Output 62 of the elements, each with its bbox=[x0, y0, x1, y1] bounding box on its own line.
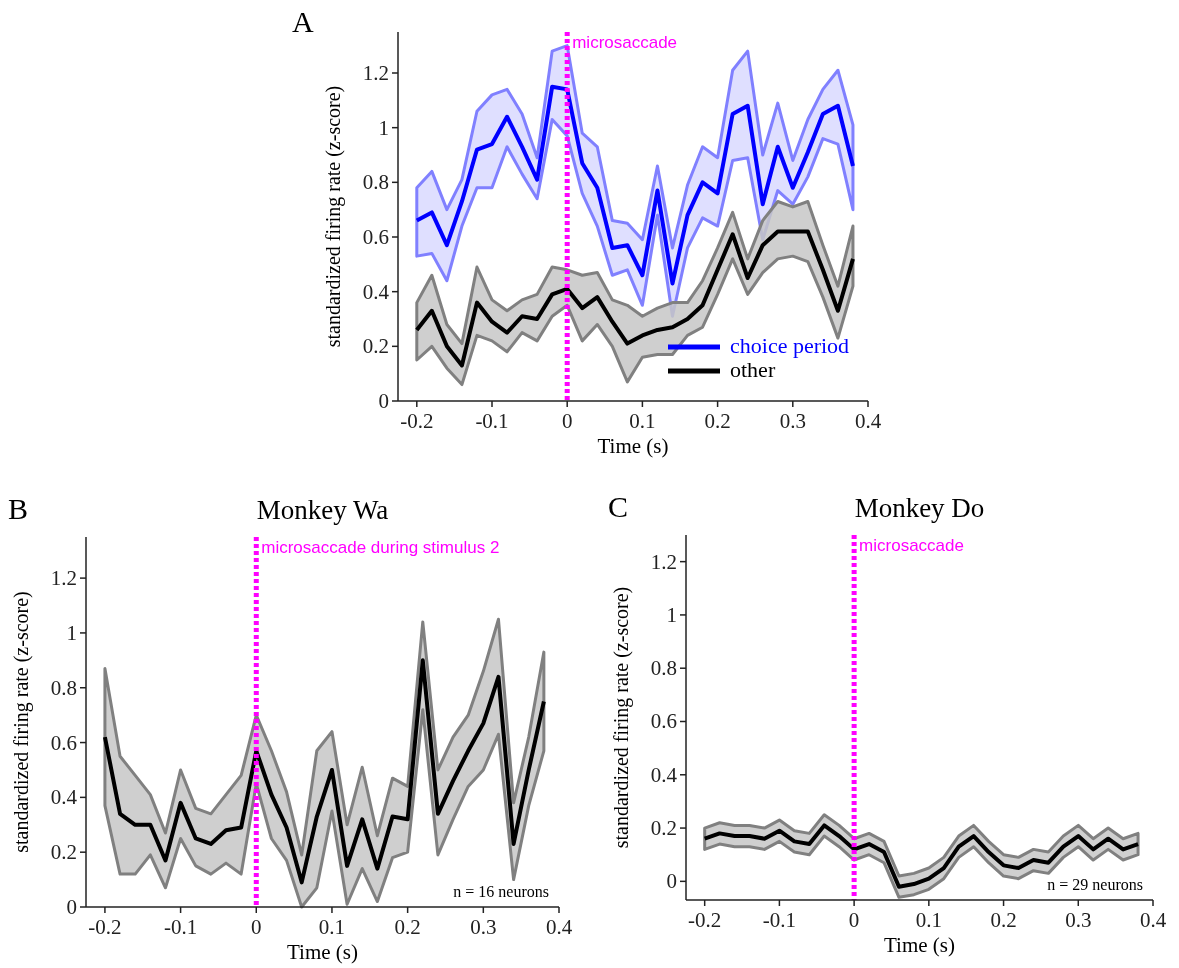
y-tick-label: 0 bbox=[666, 869, 677, 894]
y-tick-label: 0.8 bbox=[50, 675, 77, 700]
y-tick-label: 0.4 bbox=[362, 279, 390, 304]
x-tick-label: 0.1 bbox=[915, 908, 942, 932]
y-tick-label: 0.4 bbox=[650, 762, 678, 787]
y-tick-label: 0.8 bbox=[362, 170, 389, 195]
x-tick-label: -0.1 bbox=[762, 908, 797, 932]
chart-title: Monkey Wa bbox=[256, 495, 389, 525]
x-axis-title: Time (s) bbox=[597, 434, 669, 458]
x-tick-label: 0 bbox=[848, 908, 860, 932]
y-tick-label: 1 bbox=[378, 115, 389, 140]
y-axis-title: standardized firing rate (z-score) bbox=[610, 586, 633, 849]
text: A bbox=[292, 5, 314, 38]
x-tick-label: 0 bbox=[561, 409, 573, 433]
x-tick-label: 0.4 bbox=[854, 409, 882, 433]
y-tick-label: 1 bbox=[666, 602, 677, 627]
y-tick-label: 0.6 bbox=[650, 709, 677, 734]
x-tick-label: 0.2 bbox=[704, 409, 731, 433]
y-tick-label: 0 bbox=[378, 389, 389, 413]
x-tick-label: -0.1 bbox=[163, 915, 198, 939]
x-axis-title: Time (s) bbox=[884, 933, 955, 957]
y-tick-label: 1.2 bbox=[362, 61, 389, 85]
x-tick-label: -0.2 bbox=[688, 908, 722, 932]
x-tick-label: 0.4 bbox=[1139, 908, 1167, 932]
y-tick-label: 0.2 bbox=[362, 334, 389, 359]
text: C bbox=[608, 490, 629, 523]
x-tick-label: 0.2 bbox=[990, 908, 1017, 932]
y-tick-label: 0.4 bbox=[50, 785, 78, 810]
y-axis-title: standardized firing rate (z-score) bbox=[10, 591, 33, 853]
y-tick-label: 0.6 bbox=[362, 225, 389, 249]
x-tick-label: 0.3 bbox=[470, 915, 497, 939]
line-series bbox=[414, 84, 855, 286]
annotation: n = 29 neurons bbox=[1047, 876, 1143, 893]
y-tick-label: 0.2 bbox=[50, 840, 77, 865]
y-tick-label: 0.6 bbox=[50, 730, 77, 755]
annotation: n = 16 neurons bbox=[453, 883, 549, 900]
x-tick-label: 0.2 bbox=[394, 915, 421, 939]
legend-label: other bbox=[730, 357, 776, 382]
chart-title: Monkey Do bbox=[854, 493, 985, 523]
x-tick-label: 0.1 bbox=[318, 915, 346, 939]
y-axis-title: standardized firing rate (z-score) bbox=[322, 85, 345, 348]
x-tick-label: -0.1 bbox=[475, 409, 509, 433]
x-axis-title: Time (s) bbox=[287, 940, 358, 964]
x-tick-label: 0.3 bbox=[1065, 908, 1092, 932]
x-tick-label: -0.2 bbox=[88, 915, 122, 939]
y-tick-label: 1.2 bbox=[650, 549, 677, 574]
line-series bbox=[102, 658, 546, 885]
legend-label: choice period bbox=[730, 333, 850, 358]
ref-line-label: microsaccade during stimulus 2 bbox=[261, 538, 500, 557]
y-tick-label: 1.2 bbox=[50, 566, 77, 591]
y-tick-label: 0.2 bbox=[650, 816, 677, 841]
ref-line-label: microsaccade bbox=[572, 33, 678, 52]
text: B bbox=[8, 492, 29, 525]
x-tick-label: 0.1 bbox=[629, 409, 656, 433]
x-tick-label: -0.2 bbox=[400, 409, 434, 433]
line-series bbox=[702, 823, 1141, 889]
x-tick-label: 0 bbox=[251, 915, 262, 939]
x-tick-label: 0.3 bbox=[779, 409, 806, 433]
ref-line-label: microsaccade bbox=[859, 536, 964, 555]
x-tick-label: 0.4 bbox=[545, 915, 573, 939]
y-tick-label: 1 bbox=[66, 620, 77, 645]
y-tick-label: 0.8 bbox=[650, 656, 677, 681]
